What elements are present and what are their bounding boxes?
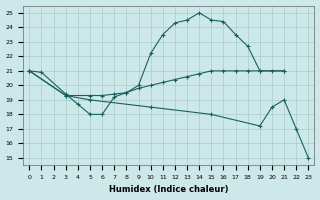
X-axis label: Humidex (Indice chaleur): Humidex (Indice chaleur): [109, 185, 228, 194]
